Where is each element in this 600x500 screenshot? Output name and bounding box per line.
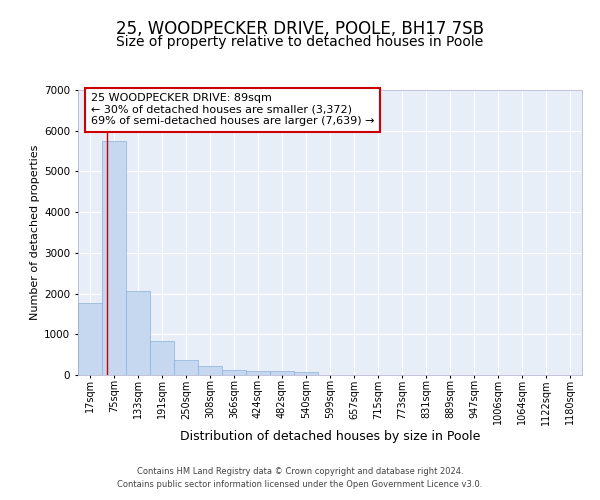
Bar	[78, 302, 102, 375]
Text: Contains HM Land Registry data © Crown copyright and database right 2024.: Contains HM Land Registry data © Crown c…	[137, 467, 463, 476]
Bar	[198, 366, 222, 375]
X-axis label: Distribution of detached houses by size in Poole: Distribution of detached houses by size …	[180, 430, 480, 443]
Bar	[174, 360, 198, 375]
Bar	[246, 371, 270, 375]
Bar	[102, 141, 126, 375]
Text: 25, WOODPECKER DRIVE, POOLE, BH17 7SB: 25, WOODPECKER DRIVE, POOLE, BH17 7SB	[116, 20, 484, 38]
Text: 25 WOODPECKER DRIVE: 89sqm
← 30% of detached houses are smaller (3,372)
69% of s: 25 WOODPECKER DRIVE: 89sqm ← 30% of deta…	[91, 94, 374, 126]
Text: Contains public sector information licensed under the Open Government Licence v3: Contains public sector information licen…	[118, 480, 482, 489]
Bar	[270, 371, 294, 375]
Bar	[126, 291, 150, 375]
Bar	[294, 372, 318, 375]
Bar	[222, 370, 246, 375]
Y-axis label: Number of detached properties: Number of detached properties	[30, 145, 40, 320]
Text: Size of property relative to detached houses in Poole: Size of property relative to detached ho…	[116, 35, 484, 49]
Bar	[150, 341, 174, 375]
